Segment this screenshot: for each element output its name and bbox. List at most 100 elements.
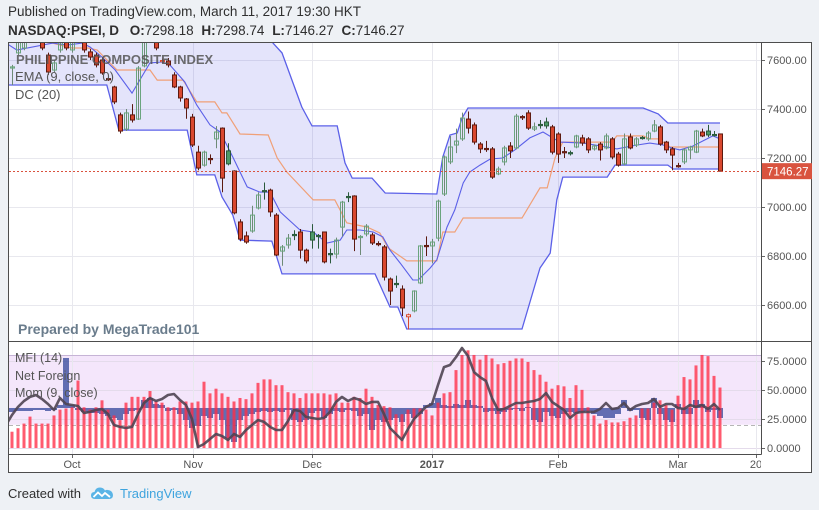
momentum-bar xyxy=(424,409,428,448)
candle xyxy=(94,52,99,68)
momentum-bar xyxy=(262,379,266,448)
candle xyxy=(574,134,579,149)
indicator-axis-label: 0.0000 xyxy=(767,443,801,455)
chart-frame xyxy=(8,42,812,473)
candle xyxy=(184,97,189,119)
net-foreign-bar xyxy=(393,407,399,418)
momentum-bar xyxy=(580,389,584,448)
candle-body xyxy=(149,20,153,30)
candle xyxy=(250,205,255,233)
legend-momentum[interactable]: Mom (9, close) xyxy=(15,386,98,400)
price-series-layer xyxy=(5,20,761,330)
net-foreign-bar xyxy=(15,407,21,411)
candle xyxy=(664,140,669,154)
candle-body xyxy=(256,194,261,209)
momentum-bar xyxy=(382,406,386,448)
candle-body xyxy=(376,243,381,246)
momentum-bar xyxy=(592,415,596,448)
candle-body xyxy=(184,98,189,109)
momentum-bar xyxy=(88,409,92,448)
candle xyxy=(160,58,165,63)
candle xyxy=(106,75,111,81)
momentum-bar xyxy=(442,393,446,448)
candle-body xyxy=(520,116,525,119)
candle xyxy=(196,145,201,171)
candle xyxy=(406,313,411,330)
candle xyxy=(700,128,705,138)
candle-body xyxy=(646,132,651,140)
momentum-bar xyxy=(76,380,80,448)
tradingview-logo-icon[interactable] xyxy=(90,485,114,501)
candle xyxy=(520,115,525,121)
candle xyxy=(238,219,243,242)
candle xyxy=(274,213,279,256)
mfi-line xyxy=(9,346,721,449)
net-foreign-bar xyxy=(63,357,69,408)
candle xyxy=(334,237,339,259)
net-foreign-bar xyxy=(609,407,615,418)
legend-donchian[interactable]: DC (20) xyxy=(15,87,61,102)
candle xyxy=(394,275,399,288)
candle-body xyxy=(694,130,699,153)
candle xyxy=(10,64,15,85)
momentum-bar xyxy=(5,434,8,448)
candle-body xyxy=(538,123,543,127)
candle-body xyxy=(472,124,477,143)
momentum-bar xyxy=(34,423,38,448)
last-price-badge-bg xyxy=(762,163,812,180)
momentum-bar xyxy=(412,408,416,448)
candle xyxy=(5,26,9,75)
candle xyxy=(124,109,129,132)
candle-body xyxy=(592,145,597,150)
candle-body xyxy=(94,54,99,66)
candle-body xyxy=(178,86,183,99)
time-axis[interactable]: Oct Nov Dec 2017 Feb Mar 20 xyxy=(63,455,762,471)
momentum-bar xyxy=(250,393,254,448)
candle xyxy=(610,137,615,160)
candle xyxy=(244,231,249,244)
candle-body xyxy=(160,59,165,63)
time-axis-label: Feb xyxy=(549,459,568,471)
candle xyxy=(220,127,225,193)
created-with-label: Created with xyxy=(8,485,81,501)
candle xyxy=(526,110,531,130)
legend-net-foreign[interactable]: Net Foreign xyxy=(15,369,81,383)
net-foreign-bar xyxy=(33,407,39,410)
legend-mfi[interactable]: MFI (14) xyxy=(15,351,63,365)
candle xyxy=(532,122,537,132)
candle-body xyxy=(298,231,303,251)
footer: Created with TradingView xyxy=(8,484,192,502)
candle-body xyxy=(214,131,219,140)
momentum-bar xyxy=(94,407,98,448)
candle xyxy=(568,150,573,156)
high-label: H: xyxy=(201,23,216,38)
candle-body xyxy=(106,78,111,81)
tradingview-link[interactable]: TradingView xyxy=(119,485,192,501)
indicator-axis[interactable]: 75.0000 50.0000 25.0000 0.0000 xyxy=(761,356,807,455)
candle xyxy=(586,137,591,154)
momentum-bar xyxy=(484,354,488,448)
net-foreign-bar xyxy=(603,407,609,418)
candle xyxy=(538,120,543,129)
momentum-bar xyxy=(22,423,26,448)
momentum-bar xyxy=(544,381,548,448)
momentum-bar xyxy=(340,402,344,448)
momentum-bar xyxy=(628,417,632,448)
candle xyxy=(280,244,285,266)
candle xyxy=(682,148,687,165)
candle-body xyxy=(448,146,453,163)
momentum-bar xyxy=(526,361,530,448)
momentum-bar xyxy=(208,393,212,448)
candle-body xyxy=(29,20,33,30)
candle xyxy=(364,224,369,237)
candle xyxy=(616,151,621,167)
momentum-bar xyxy=(502,363,506,448)
candle xyxy=(592,144,597,151)
price-axis-background[interactable] xyxy=(762,43,812,454)
candle-body xyxy=(484,147,489,151)
legend-ema[interactable]: EMA (9, close, 0) xyxy=(15,69,114,84)
candle xyxy=(58,43,63,53)
price-axis-label: 6800.00 xyxy=(767,251,807,263)
candle-body xyxy=(77,25,81,35)
